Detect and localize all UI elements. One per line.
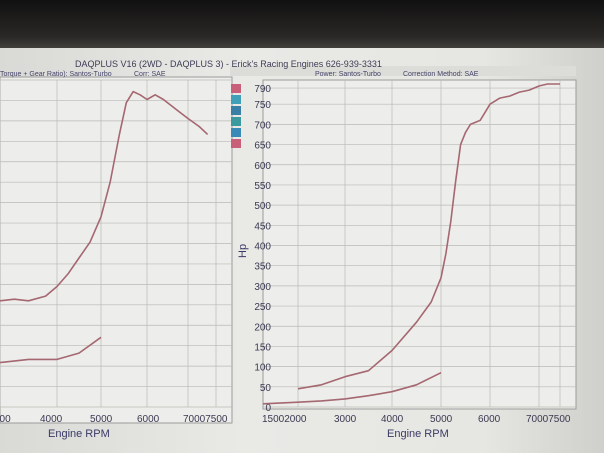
left-x-tick-label: 70007500 xyxy=(183,414,228,425)
left-x-tick-label: 5000 xyxy=(90,414,113,425)
right-x-tick-label: 70007500 xyxy=(526,414,571,425)
dark-background xyxy=(0,0,604,52)
left-x-ticks: 000 4000 5000 6000 70007500 xyxy=(0,414,228,425)
left-correction: Corr: SAE xyxy=(134,71,166,78)
legend-swatch xyxy=(231,95,241,104)
right-series-line xyxy=(297,83,560,390)
right-x-tick-label: 3000 xyxy=(334,414,357,425)
legend-swatch xyxy=(231,139,241,148)
right-grid xyxy=(263,80,576,408)
right-y-ticks: 0 50 100 150 200 250 300 350 400 450 500 550 600 650 7… xyxy=(254,84,271,414)
left-grid xyxy=(0,79,232,408)
right-y-tick-label: 250 xyxy=(254,302,271,313)
right-header-band xyxy=(230,66,576,76)
legend-swatch xyxy=(231,117,241,126)
right-y-tick-label: 500 xyxy=(254,201,271,212)
right-y-axis-label: Hp xyxy=(237,244,249,258)
right-x-tick-label: 4000 xyxy=(381,414,404,425)
right-y-tick-label: 50 xyxy=(260,383,272,394)
legend-swatches xyxy=(231,84,241,148)
right-x-ticks: 15002000 3000 4000 5000 6000 70007500 xyxy=(262,414,571,425)
legend-swatch xyxy=(231,106,241,115)
right-y-tick-label: 750 xyxy=(254,100,271,111)
right-y-tick-label: 450 xyxy=(254,221,271,232)
right-y-tick-label: 700 xyxy=(254,120,271,131)
left-curves xyxy=(0,90,209,364)
legend-swatch xyxy=(231,84,241,93)
right-y-tick-label: 400 xyxy=(254,242,271,253)
left-x-tick-label: 6000 xyxy=(137,414,160,425)
right-y-tick-label: 300 xyxy=(254,282,271,293)
left-plot-frame xyxy=(0,76,233,424)
right-y-tick-label: 790 xyxy=(254,84,271,95)
right-y-tick-label: 200 xyxy=(254,322,271,333)
left-x-tick-label: 000 xyxy=(0,414,11,425)
right-y-tick-label: 600 xyxy=(254,161,271,172)
left-series-line xyxy=(0,336,102,364)
right-y-tick-label: 650 xyxy=(254,141,271,152)
right-x-axis-label: Engine RPM xyxy=(387,428,449,440)
left-x-tick-label: 4000 xyxy=(40,414,63,425)
right-correction: Correction Method: SAE xyxy=(403,71,479,78)
right-y-tick-label: 150 xyxy=(254,342,271,353)
right-curves xyxy=(262,83,560,405)
left-series-line xyxy=(0,90,209,302)
right-series-line xyxy=(262,371,442,405)
left-subtitle: Torque + Gear Ratio): Santos-Turbo xyxy=(0,71,112,78)
right-y-tick-label: 100 xyxy=(254,363,271,374)
right-y-tick-label: 0 xyxy=(265,403,271,414)
legend-swatch xyxy=(231,128,241,137)
chart-title: DAQPLUS V16 (2WD - DAQPLUS 3) - Erick's … xyxy=(75,59,382,69)
right-plot-frame xyxy=(262,79,577,410)
right-y-tick-label: 550 xyxy=(254,181,271,192)
left-x-axis-label: Engine RPM xyxy=(48,428,110,440)
right-x-tick-label: 6000 xyxy=(478,414,501,425)
right-x-tick-label: 5000 xyxy=(430,414,453,425)
right-x-tick-label: 15002000 xyxy=(262,414,307,425)
right-y-tick-label: 350 xyxy=(254,262,271,273)
right-subtitle: Power: Santos-Turbo xyxy=(315,71,381,78)
